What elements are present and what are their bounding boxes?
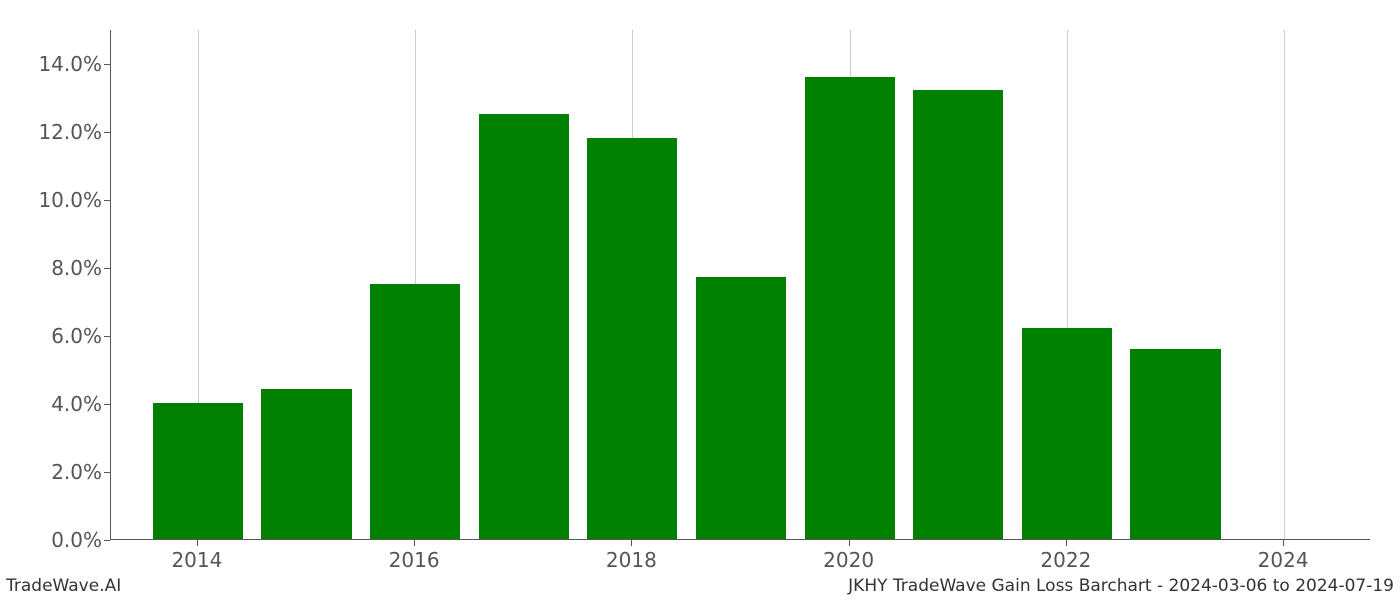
grid-line-v <box>1284 30 1285 539</box>
bar-2020 <box>805 77 895 539</box>
bar-2015 <box>261 389 351 539</box>
footer-left-text: TradeWave.AI <box>6 576 121 596</box>
y-tick-label: 12.0% <box>22 120 102 144</box>
chart-container: TradeWave.AI JKHY TradeWave Gain Loss Ba… <box>0 0 1400 600</box>
y-tick-label: 10.0% <box>22 188 102 212</box>
y-tick-label: 6.0% <box>22 324 102 348</box>
y-tick-mark <box>104 336 110 337</box>
y-tick-mark <box>104 472 110 473</box>
bar-2018 <box>587 138 677 539</box>
y-tick-mark <box>104 132 110 133</box>
bar-2016 <box>370 284 460 539</box>
x-tick-mark <box>631 540 632 546</box>
x-tick-label: 2014 <box>171 548 222 572</box>
plot-area <box>110 30 1370 540</box>
y-tick-mark <box>104 404 110 405</box>
x-tick-label: 2016 <box>389 548 440 572</box>
x-tick-mark <box>197 540 198 546</box>
x-tick-label: 2022 <box>1040 548 1091 572</box>
x-tick-mark <box>849 540 850 546</box>
x-tick-label: 2018 <box>606 548 657 572</box>
footer-right-text: JKHY TradeWave Gain Loss Barchart - 2024… <box>848 576 1394 596</box>
y-tick-mark <box>104 540 110 541</box>
y-tick-label: 0.0% <box>22 528 102 552</box>
x-tick-mark <box>1283 540 1284 546</box>
bar-2019 <box>696 277 786 539</box>
y-tick-label: 14.0% <box>22 52 102 76</box>
y-tick-label: 4.0% <box>22 392 102 416</box>
bar-2014 <box>153 403 243 539</box>
bar-2022 <box>1022 328 1112 539</box>
y-tick-label: 8.0% <box>22 256 102 280</box>
x-tick-mark <box>1066 540 1067 546</box>
x-tick-label: 2020 <box>823 548 874 572</box>
y-tick-mark <box>104 64 110 65</box>
bar-2021 <box>913 90 1003 539</box>
y-tick-mark <box>104 200 110 201</box>
y-tick-mark <box>104 268 110 269</box>
bar-2017 <box>479 114 569 539</box>
x-tick-mark <box>414 540 415 546</box>
x-tick-label: 2024 <box>1258 548 1309 572</box>
bar-2023 <box>1130 349 1220 539</box>
y-tick-label: 2.0% <box>22 460 102 484</box>
